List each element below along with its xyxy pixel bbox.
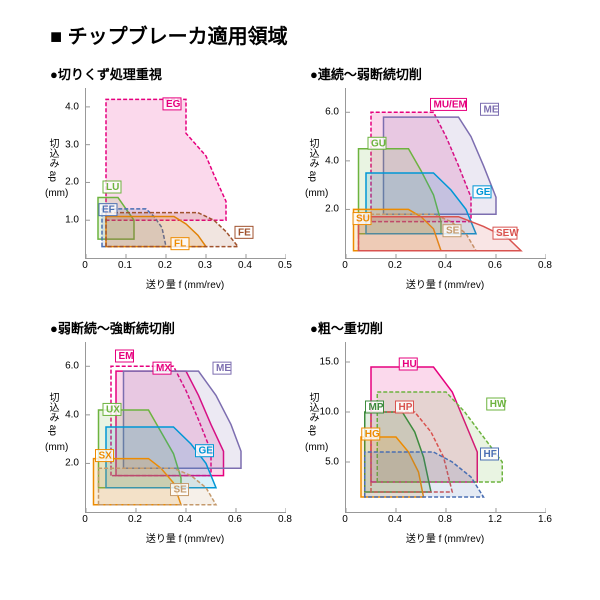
x-axis-label: 送り量 f (mm/rev) [345, 276, 545, 291]
region-label-HP: HP [399, 402, 413, 413]
region-label-HG: HG [365, 429, 380, 440]
region-label-MU: MU/EM [434, 99, 467, 110]
x-axis-label: 送り量 f (mm/rev) [345, 530, 545, 545]
region-label-GU: GU [371, 138, 386, 149]
y-tick: 2.0 [325, 204, 339, 215]
x-tick: 0.4 [388, 514, 402, 525]
chart-2-subtitle: ●連続～弱断続切削 [310, 64, 550, 83]
x-tick: 0.4 [238, 260, 252, 271]
y-tick: 2.0 [65, 458, 79, 469]
x-tick: 1.2 [488, 514, 502, 525]
region-label-GE: GE [476, 187, 491, 198]
x-tick: 0.1 [118, 260, 132, 271]
plot: EG LU EF FL FE [85, 88, 286, 259]
region-label-FL: FL [174, 239, 186, 250]
x-tick: 0.4 [438, 260, 452, 271]
region-label-SX: SX [99, 451, 113, 462]
x-axis-label: 送り量 f (mm/rev) [85, 530, 285, 545]
x-tick: 0 [342, 260, 348, 271]
x-tick: 0.5 [278, 260, 292, 271]
x-tick: 0.4 [178, 514, 192, 525]
y-tick: 6.0 [65, 361, 79, 372]
charts-grid: ●切りくず処理重視 切込み ap(mm)1.02.03.04.000.10.20… [20, 64, 580, 552]
x-axis-label: 送り量 f (mm/rev) [85, 276, 285, 291]
region-label-EG: EG [166, 99, 181, 110]
x-tick: 0.8 [278, 514, 292, 525]
chart-3-area: 切込み ap(mm)2.04.06.000.20.40.60.8送り量 f (m… [50, 342, 290, 552]
x-tick: 0.6 [488, 260, 502, 271]
region-label-SE: SE [174, 485, 188, 496]
y-tick: 4.0 [65, 101, 79, 112]
main-title: ■ チップブレーカ適用領域 [50, 20, 580, 49]
y-tick: 15.0 [320, 357, 339, 368]
region-label-MX: MX [156, 363, 171, 374]
y-tick: 4.0 [325, 155, 339, 166]
x-tick: 0.8 [538, 260, 552, 271]
chart-2: ●連続～弱断続切削 切込み ap(mm)2.04.06.000.20.40.60… [310, 64, 550, 298]
x-tick: 0.8 [438, 514, 452, 525]
chart-4: ●粗～重切削 切込み ap(mm)5.010.015.000.40.81.21.… [310, 318, 550, 552]
region-label-LU: LU [106, 182, 119, 193]
region-label-SEW: SEW [496, 228, 519, 239]
y-tick: 3.0 [65, 139, 79, 150]
region-label-EF: EF [102, 205, 115, 216]
region-label-SU: SU [356, 214, 370, 225]
region-label-ME: ME [484, 104, 499, 115]
x-tick: 0.6 [228, 514, 242, 525]
x-tick: 0 [82, 514, 88, 525]
x-tick: 0 [342, 514, 348, 525]
region-label-HW: HW [490, 399, 507, 410]
region-label-GE: GE [199, 446, 214, 457]
region-EG [106, 99, 226, 220]
x-tick: 0.3 [198, 260, 212, 271]
region-label-EM: EM [119, 351, 134, 362]
region-label-ME: ME [216, 363, 231, 374]
chart-3-subtitle: ●弱断続～強断続切削 [50, 318, 290, 337]
chart-1: ●切りくず処理重視 切込み ap(mm)1.02.03.04.000.10.20… [50, 64, 290, 298]
chart-3: ●弱断続～強断続切削 切込み ap(mm)2.04.06.000.20.40.6… [50, 318, 290, 552]
plot: HU HW MP HP HG HF [345, 342, 546, 513]
region-label-HF: HF [484, 449, 497, 460]
y-tick: 10.0 [320, 407, 339, 418]
chart-2-area: 切込み ap(mm)2.04.06.000.20.40.60.8送り量 f (m… [310, 88, 550, 298]
plot: EM MX ME UX GE SX SE [85, 342, 286, 513]
y-tick: 6.0 [325, 107, 339, 118]
chart-4-subtitle: ●粗～重切削 [310, 318, 550, 337]
x-tick: 1.6 [538, 514, 552, 525]
region-label-HU: HU [402, 359, 416, 370]
x-tick: 0.2 [128, 514, 142, 525]
x-tick: 0.2 [158, 260, 172, 271]
plot: MU/EM ME GU GE SU SE SEW [345, 88, 546, 259]
region-label-SE: SE [446, 226, 460, 237]
y-tick: 5.0 [325, 457, 339, 468]
chart-1-area: 切込み ap(mm)1.02.03.04.000.10.20.30.40.5送り… [50, 88, 290, 298]
region-label-MP: MP [369, 402, 384, 413]
y-tick: 4.0 [65, 409, 79, 420]
region-label-FE: FE [238, 227, 251, 238]
x-tick: 0.2 [388, 260, 402, 271]
y-tick: 1.0 [65, 215, 79, 226]
y-tick: 2.0 [65, 177, 79, 188]
chart-4-area: 切込み ap(mm)5.010.015.000.40.81.21.6送り量 f … [310, 342, 550, 552]
chart-1-subtitle: ●切りくず処理重視 [50, 64, 290, 83]
region-label-UX: UX [106, 404, 120, 415]
x-tick: 0 [82, 260, 88, 271]
